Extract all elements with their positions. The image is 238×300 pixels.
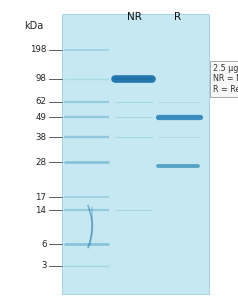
Text: 62: 62 [35,98,46,106]
Text: NR: NR [127,13,142,22]
Text: 28: 28 [35,158,46,167]
Text: R: R [174,13,181,22]
Text: 198: 198 [30,46,46,55]
Text: 38: 38 [35,133,46,142]
Text: 49: 49 [35,113,46,122]
Text: 6: 6 [41,240,46,249]
Text: kDa: kDa [24,20,43,31]
Text: 14: 14 [35,206,46,215]
Bar [62,14,209,294]
Text: 17: 17 [35,193,46,202]
Text: 98: 98 [35,74,46,83]
Text: 2.5 μg loading
NR = Non-reduced
R = Reduced: 2.5 μg loading NR = Non-reduced R = Redu… [213,64,238,94]
Text: 3: 3 [41,261,46,271]
